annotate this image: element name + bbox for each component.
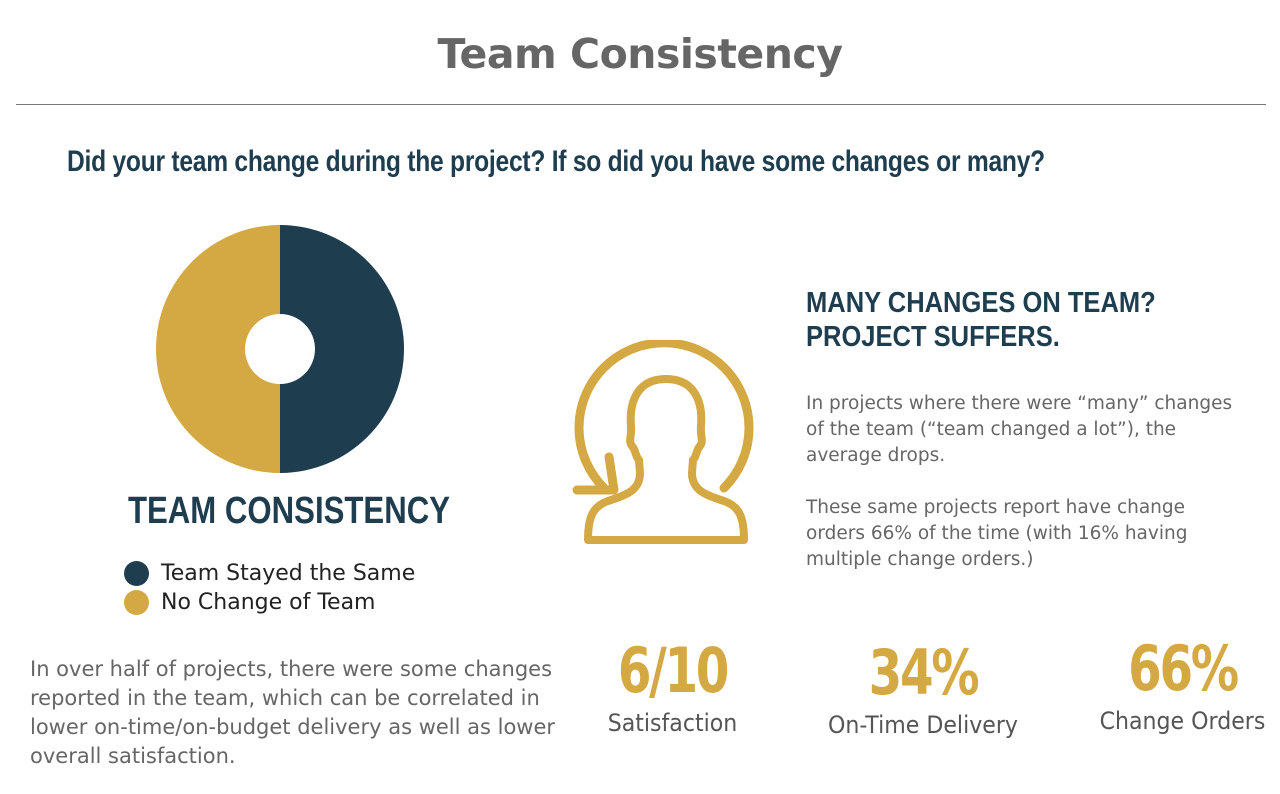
page-title: Team Consistency xyxy=(437,30,843,78)
summary-text: In over half of projects, there were som… xyxy=(30,657,556,768)
person-refresh-icon xyxy=(572,338,762,555)
donut-slice-team-stayed-the-same xyxy=(280,225,404,473)
stat-value: 6/10 xyxy=(617,634,730,707)
legend-item-no-change: No Change of Team xyxy=(124,588,415,617)
title-divider xyxy=(16,104,1266,105)
chart-title: TEAM CONSISTENCY xyxy=(127,490,451,532)
chart-legend: Team Stayed the Same No Change of Team xyxy=(124,559,415,617)
insight-paragraph-2: These same projects report have change o… xyxy=(806,497,1188,570)
stat-value: 34% xyxy=(868,636,980,709)
stat-change-orders: 66% Change Orders xyxy=(1090,632,1275,736)
stat-label: Change Orders xyxy=(1099,707,1266,735)
donut-chart xyxy=(130,188,430,484)
donut-chart-svg xyxy=(156,225,404,473)
insight-paragraph-1: In projects where there were “many” chan… xyxy=(806,393,1233,466)
stat-label: Satisfaction xyxy=(607,709,738,737)
insight-heading-line2: PROJECT SUFFERS. xyxy=(806,321,1060,353)
legend-label: Team Stayed the Same xyxy=(161,561,416,586)
legend-item-team-stayed-same: Team Stayed the Same xyxy=(124,559,415,588)
stat-value: 66% xyxy=(1128,632,1239,705)
donut-slice-no-change-of-team xyxy=(156,225,280,473)
insight-heading: MANY CHANGES ON TEAM? PROJECT SUFFERS. xyxy=(806,286,1156,354)
stat-on-time-delivery: 34% On-Time Delivery xyxy=(818,636,1028,740)
survey-question: Did your team change during the project?… xyxy=(67,145,1045,178)
legend-swatch-gold xyxy=(124,590,149,615)
legend-label: No Change of Team xyxy=(161,590,376,615)
stat-satisfaction: 6/10 Satisfaction xyxy=(580,634,765,738)
legend-swatch-navy xyxy=(124,561,149,586)
insight-heading-line1: MANY CHANGES ON TEAM? xyxy=(806,287,1156,319)
stat-label: On-Time Delivery xyxy=(827,711,1019,739)
